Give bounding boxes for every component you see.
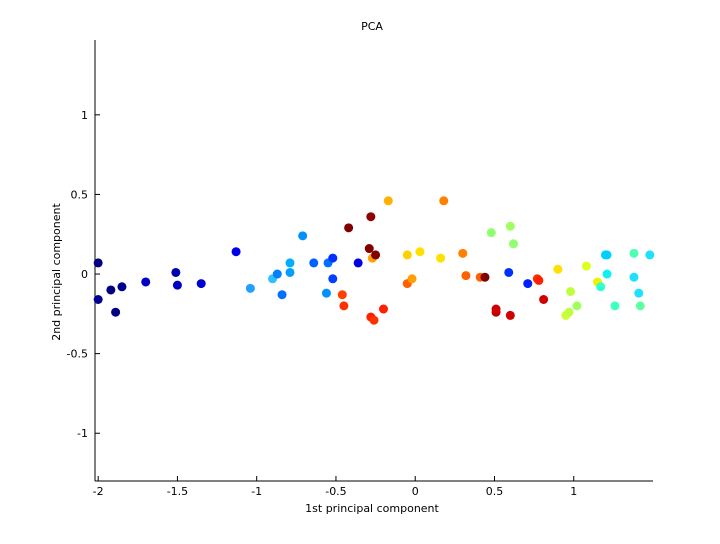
data-point xyxy=(407,274,417,284)
data-point xyxy=(298,231,308,241)
data-point xyxy=(491,304,501,314)
chart-title: PCA xyxy=(361,20,383,33)
data-point xyxy=(634,288,644,298)
axes: -2 -1.5 -1 -0.5 0 0.5 1 -1 -0.5 0 0.5 1 xyxy=(67,40,653,498)
data-point xyxy=(596,282,606,292)
data-point xyxy=(458,248,468,258)
y-tick-label: 0.5 xyxy=(71,188,89,201)
data-point xyxy=(505,310,515,320)
x-tick-label: 0 xyxy=(412,485,419,498)
data-point xyxy=(436,253,446,263)
data-point xyxy=(523,279,533,289)
data-point xyxy=(272,269,282,279)
data-point xyxy=(344,223,354,233)
data-point xyxy=(635,301,645,311)
data-point xyxy=(553,264,563,274)
data-point xyxy=(629,272,639,282)
x-tick-label: -0.5 xyxy=(325,485,346,498)
data-point xyxy=(534,275,544,285)
data-point xyxy=(509,239,518,249)
data-point xyxy=(383,196,393,206)
data-point xyxy=(366,212,376,222)
data-point xyxy=(564,307,574,317)
data-point xyxy=(402,250,412,260)
data-point xyxy=(196,279,206,289)
data-point xyxy=(369,315,379,325)
data-point xyxy=(141,277,151,287)
data-point xyxy=(480,272,490,282)
data-point xyxy=(602,269,612,279)
data-point xyxy=(106,285,116,295)
data-points xyxy=(93,196,655,325)
data-point xyxy=(645,250,655,260)
data-point xyxy=(93,295,103,305)
x-axis-label: 1st principal component xyxy=(305,502,439,515)
data-point xyxy=(117,282,127,292)
data-point xyxy=(328,274,338,284)
data-point xyxy=(245,283,255,293)
data-point xyxy=(566,287,576,297)
data-point xyxy=(277,290,287,300)
x-tick-label: -1.5 xyxy=(167,485,188,498)
data-point xyxy=(309,258,319,268)
data-point xyxy=(364,244,374,254)
data-point xyxy=(328,253,338,263)
data-point xyxy=(285,267,295,277)
x-tick-label: -1 xyxy=(251,485,262,498)
data-point xyxy=(610,301,620,311)
data-point xyxy=(231,247,241,257)
data-point xyxy=(602,250,612,260)
data-point xyxy=(337,290,347,300)
data-point xyxy=(629,248,639,258)
data-point xyxy=(539,295,549,305)
y-tick-label: 0 xyxy=(81,268,88,281)
x-tick-label: -2 xyxy=(93,485,104,498)
data-point xyxy=(339,301,349,311)
data-point xyxy=(581,261,591,271)
data-point xyxy=(415,247,425,257)
data-point xyxy=(93,258,103,268)
data-point xyxy=(486,228,496,238)
data-point xyxy=(461,271,471,281)
data-point xyxy=(371,250,381,260)
data-point xyxy=(379,304,389,314)
y-tick-label: 1 xyxy=(81,109,88,122)
data-point xyxy=(285,258,295,268)
data-point xyxy=(504,267,514,277)
data-point xyxy=(505,221,515,231)
y-tick-label: -0.5 xyxy=(67,348,88,361)
data-point xyxy=(111,307,121,317)
y-axis-label: 2nd principal component xyxy=(50,203,63,341)
data-point xyxy=(172,280,182,290)
data-point xyxy=(353,258,363,268)
y-tick-label: -1 xyxy=(77,427,88,440)
data-point xyxy=(321,288,331,298)
x-tick-label: 1 xyxy=(570,485,577,498)
data-point xyxy=(572,301,582,311)
data-point xyxy=(171,267,181,277)
x-tick-label: 0.5 xyxy=(486,485,504,498)
data-point xyxy=(439,196,449,206)
